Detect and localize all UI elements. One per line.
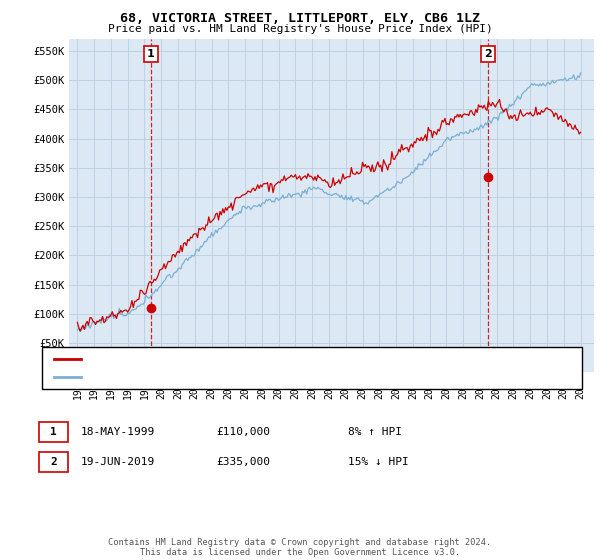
Text: 1: 1	[50, 427, 57, 437]
Text: 2: 2	[50, 457, 57, 467]
Text: 19-JUN-2019: 19-JUN-2019	[81, 457, 155, 467]
Text: 18-MAY-1999: 18-MAY-1999	[81, 427, 155, 437]
Text: 8% ↑ HPI: 8% ↑ HPI	[348, 427, 402, 437]
Text: 68, VICTORIA STREET, LITTLEPORT, ELY, CB6 1LZ (detached house): 68, VICTORIA STREET, LITTLEPORT, ELY, CB…	[84, 354, 472, 364]
Text: 1: 1	[147, 49, 155, 59]
Text: Price paid vs. HM Land Registry's House Price Index (HPI): Price paid vs. HM Land Registry's House …	[107, 24, 493, 34]
Text: Contains HM Land Registry data © Crown copyright and database right 2024.
This d: Contains HM Land Registry data © Crown c…	[109, 538, 491, 557]
Text: 2: 2	[484, 49, 491, 59]
Text: £335,000: £335,000	[216, 457, 270, 467]
Text: 68, VICTORIA STREET, LITTLEPORT, ELY, CB6 1LZ: 68, VICTORIA STREET, LITTLEPORT, ELY, CB…	[120, 12, 480, 25]
Text: 15% ↓ HPI: 15% ↓ HPI	[348, 457, 409, 467]
Text: HPI: Average price, detached house, East Cambridgeshire: HPI: Average price, detached house, East…	[84, 372, 428, 382]
Text: £110,000: £110,000	[216, 427, 270, 437]
